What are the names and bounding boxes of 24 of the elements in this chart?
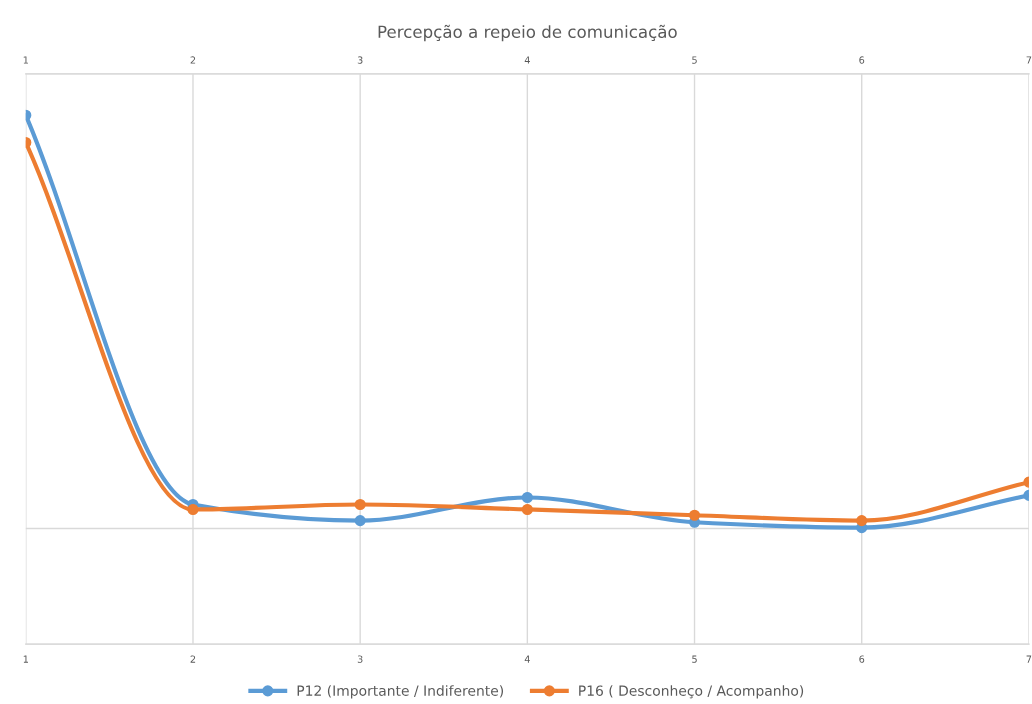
point (856, 515, 868, 527)
x-tick-label: 2 (190, 655, 196, 663)
x2-tick-label: 7 (1026, 56, 1032, 64)
x2-tick-label: 2 (190, 56, 196, 64)
x-tick-label: 1 (23, 655, 28, 663)
legend-label: P12 (Importante / Indiferente) (297, 685, 504, 699)
x-tick-label: 7 (1026, 655, 1032, 663)
x-tick-label: 6 (859, 655, 865, 663)
point (354, 498, 366, 511)
x-tick-label: 4 (524, 655, 530, 663)
point (187, 503, 199, 516)
point (521, 503, 533, 516)
x-tick-label: 5 (692, 655, 697, 663)
x2-tick-label: 4 (524, 56, 530, 64)
chart-title: Percepção a repeio de comunicação (378, 24, 677, 42)
x-tick-label: 3 (357, 655, 363, 663)
x2-tick-label: 5 (692, 56, 697, 64)
x2-tick-label: 6 (859, 56, 865, 64)
legend-label: P16 ( Desconheço / Acompanho) (579, 685, 804, 699)
point (354, 515, 366, 527)
point (521, 491, 533, 504)
x2-tick-label: 1 (23, 56, 28, 64)
point (688, 509, 701, 521)
x2-tick-label: 3 (357, 56, 363, 64)
